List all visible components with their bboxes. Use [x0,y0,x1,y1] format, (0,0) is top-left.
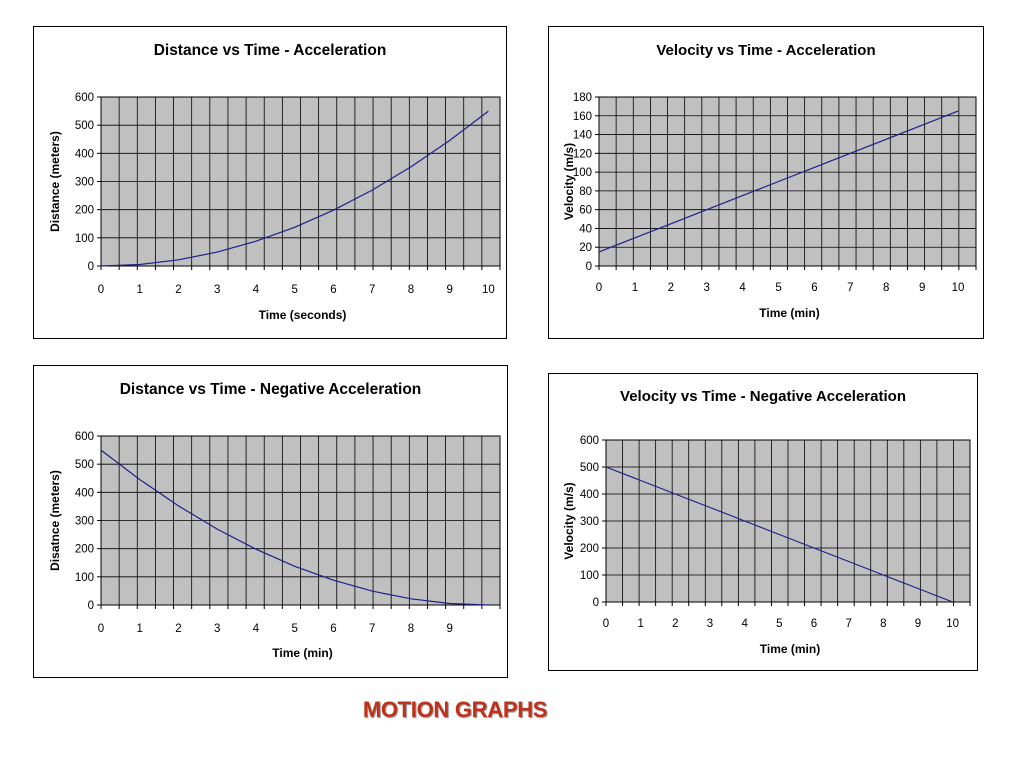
y-tick-label: 400 [75,487,94,499]
y-tick-label: 300 [580,516,599,528]
y-tick-label: 100 [75,572,94,584]
x-tick-label: 8 [408,284,414,296]
x-tick-label: 9 [446,623,452,635]
chart-title: Velocity vs Time - Negative Acceleration [620,388,906,405]
x-tick-label: 1 [137,623,143,635]
x-tick-label: 6 [811,618,817,630]
x-axis-label: Time (min) [759,306,819,320]
x-tick-label: 1 [137,284,143,296]
chart-svg: Distance vs Time - Acceleration010020030… [48,42,501,322]
y-tick-label: 500 [75,459,94,471]
y-axis-label: Disatnce (meters) [48,470,62,571]
y-tick-label: 120 [573,148,592,160]
x-tick-label: 7 [369,284,375,296]
y-tick-label: 160 [573,111,592,123]
series-line [598,110,959,253]
y-tick-label: 600 [75,431,94,443]
chart-title: Distance vs Time - Negative Acceleration [120,381,422,398]
x-tick-label: 2 [175,623,181,635]
chart-title: Velocity vs Time - Acceleration [656,42,875,59]
x-tick-label: 5 [291,284,297,296]
x-tick-label: 4 [253,623,260,635]
x-tick-label: 9 [915,618,921,630]
y-tick-label: 80 [579,186,592,198]
y-tick-label: 100 [580,570,599,582]
x-tick-label: 7 [845,618,851,630]
x-tick-label: 8 [408,623,414,635]
x-tick-label: 5 [776,618,782,630]
y-tick-label: 500 [580,462,599,474]
x-tick-label: 5 [291,623,297,635]
x-tick-label: 0 [596,282,602,294]
series-line [100,449,489,606]
x-tick-label: 7 [369,623,375,635]
y-tick-label: 20 [579,242,592,254]
y-axis-label: Velocity (m/s) [562,143,576,220]
y-tick-label: 100 [75,233,94,245]
x-tick-label: 3 [704,282,710,294]
chart-velocity-acceleration: Velocity vs Time - Acceleration 0 20 40 60 80… [548,26,984,339]
x-axis-label: Time (seconds) [259,308,347,322]
x-tick-label: 1 [632,282,638,294]
x-tick-label: 5 [775,282,781,294]
y-axis-label: Velocity (m/s) [562,482,576,559]
y-tick-label: 40 [579,223,592,235]
y-tick-label: 600 [580,435,599,447]
series-line [100,110,489,267]
y-tick-label: 200 [75,205,94,217]
series-line [605,466,953,603]
footer-title: MOTION GRAPHS [362,697,548,722]
y-tick-label: 60 [579,205,592,217]
chart-distance-acceleration: Distance vs Time - Acceleration 0 100 200 30… [33,26,507,339]
x-tick-label: 6 [811,282,817,294]
x-tick-label: 3 [707,618,713,630]
chart-svg: Distance vs Time - Negative Acceleration… [48,381,501,660]
x-tick-label: 10 [952,282,965,294]
x-tick-label: 0 [98,284,104,296]
y-tick-label: 600 [75,92,94,104]
x-tick-label: 0 [98,623,104,635]
y-tick-label: 400 [580,489,599,501]
y-tick-label: 400 [75,148,94,160]
y-axis-label: Distance (meters) [48,131,62,232]
chart-distance-negative-acceleration: Distance vs Time - Negative Acceleration… [33,365,508,678]
y-tick-label: 180 [573,92,592,104]
x-axis-label: Time (min) [272,646,332,660]
chart-title: Distance vs Time - Acceleration [154,42,387,59]
y-tick-label: 0 [593,597,599,609]
x-tick-label: 1 [637,618,643,630]
y-tick-label: 0 [88,600,94,612]
x-tick-label: 9 [919,282,925,294]
y-tick-label: 100 [573,167,592,179]
x-tick-label: 6 [330,623,336,635]
y-tick-label: 200 [580,543,599,555]
x-tick-label: 3 [214,623,220,635]
y-tick-label: 500 [75,120,94,132]
y-tick-label: 140 [573,130,592,142]
x-tick-label: 8 [880,618,886,630]
y-tick-label: 300 [75,516,94,528]
y-tick-label: 200 [75,544,94,556]
chart-svg: Velocity vs Time - Acceleration020406080… [562,42,977,320]
x-tick-label: 7 [847,282,853,294]
chart-velocity-negative-acceleration: Velocity vs Time - Negative Acceleration… [548,373,978,671]
x-tick-label: 10 [946,618,959,630]
x-tick-label: 2 [175,284,181,296]
x-tick-label: 8 [883,282,889,294]
x-tick-label: 0 [603,618,609,630]
x-tick-label: 6 [330,284,336,296]
y-tick-label: 0 [586,261,592,273]
x-axis-label: Time (min) [760,642,820,656]
x-tick-label: 4 [741,618,748,630]
y-tick-label: 0 [88,261,94,273]
x-tick-label: 9 [446,284,452,296]
x-tick-label: 4 [253,284,260,296]
x-tick-label: 2 [668,282,674,294]
x-tick-label: 2 [672,618,678,630]
y-tick-label: 300 [75,177,94,189]
x-tick-label: 4 [739,282,746,294]
x-tick-label: 10 [482,284,495,296]
chart-svg: Velocity vs Time - Negative Acceleration… [562,388,971,656]
x-tick-label: 3 [214,284,220,296]
